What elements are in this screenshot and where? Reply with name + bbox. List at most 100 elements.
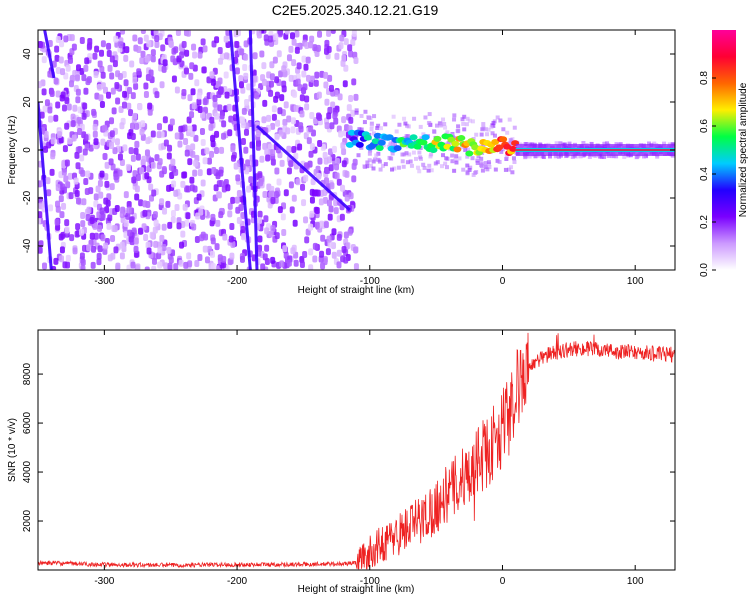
heatmap-cell (132, 34, 138, 42)
heatmap-cell (348, 94, 354, 102)
heatmap-cell (326, 235, 332, 243)
heatmap-cell (341, 54, 347, 62)
heatmap-cell (44, 99, 50, 107)
heatmap-cell (456, 124, 461, 129)
heatmap-cell (341, 148, 347, 156)
heatmap-cell (334, 172, 340, 180)
heatmap-cell (497, 159, 502, 164)
heatmap-cell (146, 247, 152, 255)
heatmap-cell (55, 90, 61, 98)
heatmap-cell (64, 219, 70, 227)
heatmap-cell (119, 122, 125, 130)
heatmap-cell (439, 164, 444, 169)
heatmap-cell (139, 128, 145, 136)
heatmap-cell (466, 147, 471, 152)
heatmap-cell (61, 168, 67, 176)
heatmap-cell (374, 153, 379, 158)
heatmap-cell (504, 154, 509, 159)
heatmap-cell (312, 255, 318, 263)
heatmap-cell (350, 109, 356, 117)
heatmap-cell (453, 146, 462, 153)
heatmap-cell (139, 57, 145, 65)
heatmap-cell (154, 40, 160, 48)
heatmap-cell (286, 115, 292, 123)
heatmap-cell (366, 115, 371, 120)
heatmap-cell (190, 143, 196, 151)
heatmap-cell (248, 176, 254, 184)
heatmap-cell (85, 78, 91, 86)
heatmap-cell (341, 116, 347, 124)
heatmap-cell (200, 179, 206, 187)
heatmap-cell (444, 156, 449, 161)
heatmap-cell (264, 244, 270, 252)
heatmap-cell (190, 88, 196, 96)
heatmap-cell (422, 165, 427, 170)
heatmap-cell (167, 144, 173, 152)
heatmap-cell (213, 147, 219, 155)
heatmap-cell (433, 135, 442, 142)
heatmap-cell (79, 37, 85, 45)
heatmap-cell (109, 72, 115, 80)
heatmap-cell (345, 242, 351, 250)
heatmap-cell (451, 140, 460, 147)
heatmap-cell (501, 127, 506, 132)
heatmap-cell (429, 168, 434, 173)
snr-x-ticks: -300 -200 -100 0 100 (94, 330, 644, 587)
heatmap-cell (132, 112, 138, 120)
heatmap-cell (442, 121, 447, 126)
heatmap-cell (280, 213, 286, 221)
heatmap-cell (50, 152, 56, 160)
heatmap-cell (319, 250, 325, 258)
heatmap-cell (362, 120, 367, 125)
heatmap-cell (146, 40, 152, 48)
heatmap-cell (65, 261, 71, 269)
heatmap-cell (109, 117, 115, 125)
heatmap-cell (243, 146, 249, 154)
heatmap-cell (463, 147, 468, 152)
heatmap-cell (257, 210, 263, 218)
heatmap-cell (266, 114, 272, 122)
heatmap-cell (156, 131, 162, 139)
heatmap-cell (485, 132, 490, 137)
heatmap-cell (41, 56, 47, 64)
heatmap-cell (100, 234, 106, 242)
heatmap-cell (305, 56, 311, 64)
heatmap-cell (130, 261, 136, 269)
heatmap-cell (100, 71, 106, 79)
heatmap-cell (267, 35, 273, 43)
heatmap-cell (344, 170, 350, 178)
heatmap-cell (168, 163, 174, 171)
heatmap-cell (375, 144, 384, 151)
heatmap-cell (432, 129, 437, 134)
heatmap-cell (153, 219, 159, 227)
heatmap-streak (38, 101, 53, 270)
heatmap-cell (114, 138, 120, 146)
heatmap-cell (239, 48, 245, 56)
heatmap-cell (465, 169, 470, 174)
heatmap-cell (487, 165, 492, 170)
heatmap-cell (80, 211, 86, 219)
heatmap-cell (581, 141, 586, 146)
heatmap-cell (197, 169, 203, 177)
heatmap-cell (102, 152, 108, 160)
heatmap-cell (191, 124, 197, 132)
heatmap-cell (372, 114, 377, 119)
heatmap-cell (332, 112, 338, 120)
heatmap-cell (150, 161, 156, 169)
heatmap-cell (160, 44, 166, 52)
heatmap-cell (329, 122, 335, 130)
heatmap-cell (217, 57, 223, 65)
heatmap-cell (348, 50, 354, 58)
heatmap-cell (187, 125, 193, 133)
snr-panel: -300 -200 -100 0 100 2000 4000 6000 8000 Height… (7, 329, 676, 595)
heatmap-cell (317, 30, 323, 38)
heatmap-cell (378, 167, 383, 172)
heatmap-cell (99, 66, 105, 74)
heatmap-cell (123, 191, 129, 199)
heatmap-cell (341, 245, 347, 253)
heatmap-cell (326, 45, 332, 53)
heatmap-cell (130, 122, 136, 130)
heatmap-cell (168, 256, 174, 264)
heatmap-cell (270, 149, 276, 157)
heatmap-cell (166, 246, 172, 254)
